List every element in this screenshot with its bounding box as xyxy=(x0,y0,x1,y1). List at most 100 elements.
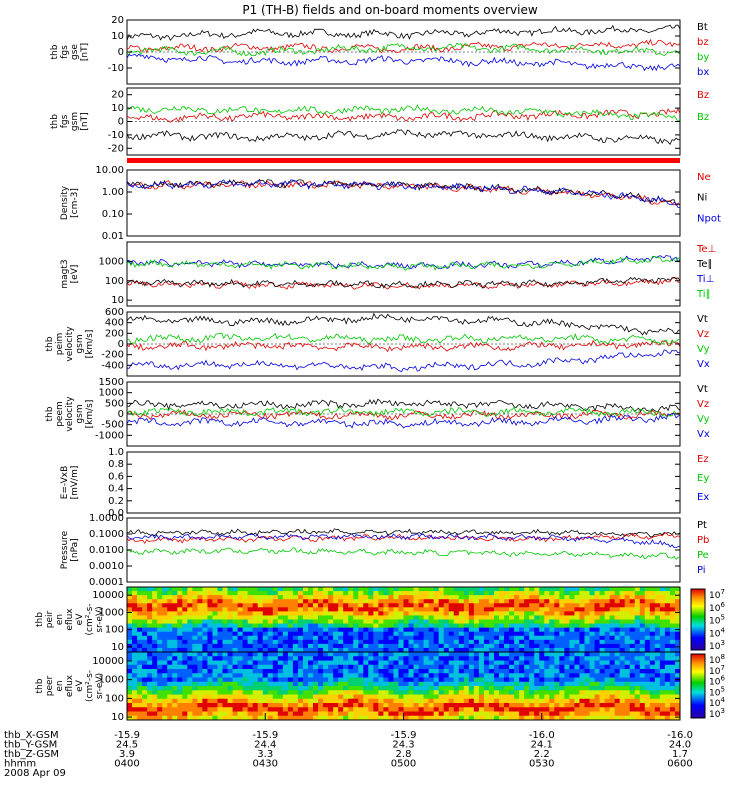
legend-entry-green: Vy xyxy=(697,414,710,425)
y-tick-label: 200 xyxy=(105,328,124,339)
footer-value: 24.1 xyxy=(531,740,553,751)
y-tick-label: 10 xyxy=(111,103,124,114)
panel-peim_velocity: -400-2000200400600thbpeimvelocitygsm[km/… xyxy=(45,307,710,377)
panels: -10 0 10 20 thbfgsgse[nT] Bt bz by bx -20 -10 0 10 20… xyxy=(35,15,725,723)
legend-entry-black: Vt xyxy=(697,384,708,395)
colorbar-tick-label: 105 xyxy=(709,614,725,627)
series-line-pb xyxy=(126,532,681,545)
y-tick-label: 1000 xyxy=(99,607,124,618)
y-tick-label: 1000 xyxy=(99,675,124,686)
series-line-vy xyxy=(126,406,681,418)
y-tick-label: 1.00 xyxy=(102,187,124,198)
series-line-bx xyxy=(126,53,681,72)
fgs_gse-legend: Bt bz by bx xyxy=(697,22,709,78)
y-tick-label: 10 xyxy=(111,712,124,723)
peer_eflux-heatmap xyxy=(127,652,681,721)
legend-entry-blue: Pi xyxy=(697,565,706,576)
footer-value: 2.8 xyxy=(396,749,412,760)
peem_velocity-ylabel: thbpeemvelocitygsm[km/s] xyxy=(45,396,95,432)
legend-entry-green: by xyxy=(697,52,709,63)
y-tick-label: 0.0001 xyxy=(89,577,124,588)
exb-frame xyxy=(126,451,681,514)
colorbar-tick-label: 106 xyxy=(709,601,725,614)
y-tick-label: 0 xyxy=(118,47,124,58)
y-tick-label: 0 xyxy=(118,339,124,350)
y-tick-label: 1500 xyxy=(99,377,124,388)
legend-entry-green: Ey xyxy=(697,473,709,484)
footer-value: 1.7 xyxy=(672,749,688,760)
legend-entry-black: Te∥ xyxy=(696,259,713,270)
series-line-npot xyxy=(126,179,681,208)
footer-value: 3.3 xyxy=(257,749,273,760)
y-tick-label: 10 xyxy=(111,295,124,306)
legend-entry-green: Pe xyxy=(697,550,709,561)
y-tick-label: 20 xyxy=(111,90,124,101)
legend-entry-blue: Vx xyxy=(697,359,710,370)
peim_velocity-legend: Vt Vz Vy Vx xyxy=(697,314,710,370)
series-line-ti∥ xyxy=(126,255,681,271)
y-tick-label: 0.0100 xyxy=(89,545,124,556)
footer-value: -16.0 xyxy=(667,730,693,741)
legend-entry-green: Vy xyxy=(697,344,710,355)
separator-band xyxy=(127,158,680,163)
y-tick-label: 0.8 xyxy=(108,459,124,470)
y-tick-label: 100 xyxy=(105,625,124,636)
legend-entry-red: Ez xyxy=(697,454,709,465)
series-line-vx xyxy=(126,412,681,429)
colorbar-tick-label: 104 xyxy=(709,626,725,639)
colorbar-tick-label: 107 xyxy=(709,588,725,601)
temperature-legend: Te⊥ Te∥ Ti⊥ Ti∥ xyxy=(696,244,716,300)
density-frame xyxy=(126,169,681,237)
legend-entry-red: Bz xyxy=(697,90,709,101)
footer-value: 2.2 xyxy=(534,749,550,760)
colorbar-gradient xyxy=(690,653,706,719)
y-tick-label: 1.0 xyxy=(108,447,124,458)
y-tick-label: -200 xyxy=(101,350,124,361)
y-tick-label: 500 xyxy=(105,398,124,409)
legend-entry-red: bz xyxy=(697,37,709,48)
series-line-bz xyxy=(126,107,681,123)
y-tick-label: 0.10 xyxy=(102,209,124,220)
panel-peem_velocity: -1000-500050010001500thbpeemvelocitygsm[… xyxy=(45,377,710,447)
series-line-bz xyxy=(127,104,681,123)
legend-entry-red: Vz xyxy=(697,329,709,340)
fgs_gsm-legend: Bz Bz xyxy=(697,90,709,123)
footer-value: 0430 xyxy=(253,759,278,770)
y-tick-label: -400 xyxy=(101,360,124,371)
series-line-vt xyxy=(126,398,681,413)
series-line-te⊥ xyxy=(126,276,681,290)
y-tick-label: -10 xyxy=(108,130,124,141)
pressure-yaxis: 0.0001 0.0010 0.0100 0.1000 1.0000 xyxy=(89,513,680,588)
legend-entry-blue: Ti⊥ xyxy=(696,274,714,285)
panel-fgs_gse: -10 0 10 20 thbfgsgse[nT] Bt bz by bx xyxy=(50,15,709,85)
density-legend: Ne Ni Npot xyxy=(697,172,721,224)
legend-entry-blue: bx xyxy=(697,67,709,78)
y-tick-label: 1000 xyxy=(99,388,124,399)
panel-pressure: 0.0001 0.0010 0.0100 0.1000 1.0000 Pressure[n… xyxy=(60,513,709,588)
footer-value: -15.9 xyxy=(252,730,278,741)
y-tick-label: 0.2 xyxy=(108,496,124,507)
density-yaxis: 0.01 0.10 1.00 10.00 xyxy=(95,165,680,242)
footer-value: -15.9 xyxy=(114,730,140,741)
colorbar-tick-label: 103 xyxy=(709,639,725,652)
series-line-vz xyxy=(126,339,681,353)
y-tick-label: -500 xyxy=(101,420,124,431)
exb-ylabel: E=-VxB[mV/m] xyxy=(60,466,80,500)
legend-entry-red: Te⊥ xyxy=(696,244,716,255)
temperature-ylabel: magt3[eV] xyxy=(60,259,80,288)
heatmap-cell xyxy=(127,587,133,592)
heatmap-cell xyxy=(127,652,133,657)
legend-entry-blue: Vx xyxy=(697,429,710,440)
y-tick-label: 20 xyxy=(111,15,124,26)
panel-temperature: 10 100 1000 magt3[eV] Te⊥ Te∥ Ti⊥ Ti∥ xyxy=(60,241,716,307)
footer-value: 0400 xyxy=(114,759,139,770)
footer-value: 24.5 xyxy=(116,740,138,751)
footer-row-label: thb_Y-GSM xyxy=(4,740,57,751)
footer-row-label: hhmm xyxy=(4,759,36,770)
panel-fgs_gsm: -20 -10 0 10 20 thbfgsgsm[nT] Bz Bz xyxy=(50,87,709,156)
colorbar-gradient xyxy=(690,588,706,651)
footer-value: 0530 xyxy=(529,759,554,770)
footer-row-label: thb_Z-GSM xyxy=(4,749,59,760)
